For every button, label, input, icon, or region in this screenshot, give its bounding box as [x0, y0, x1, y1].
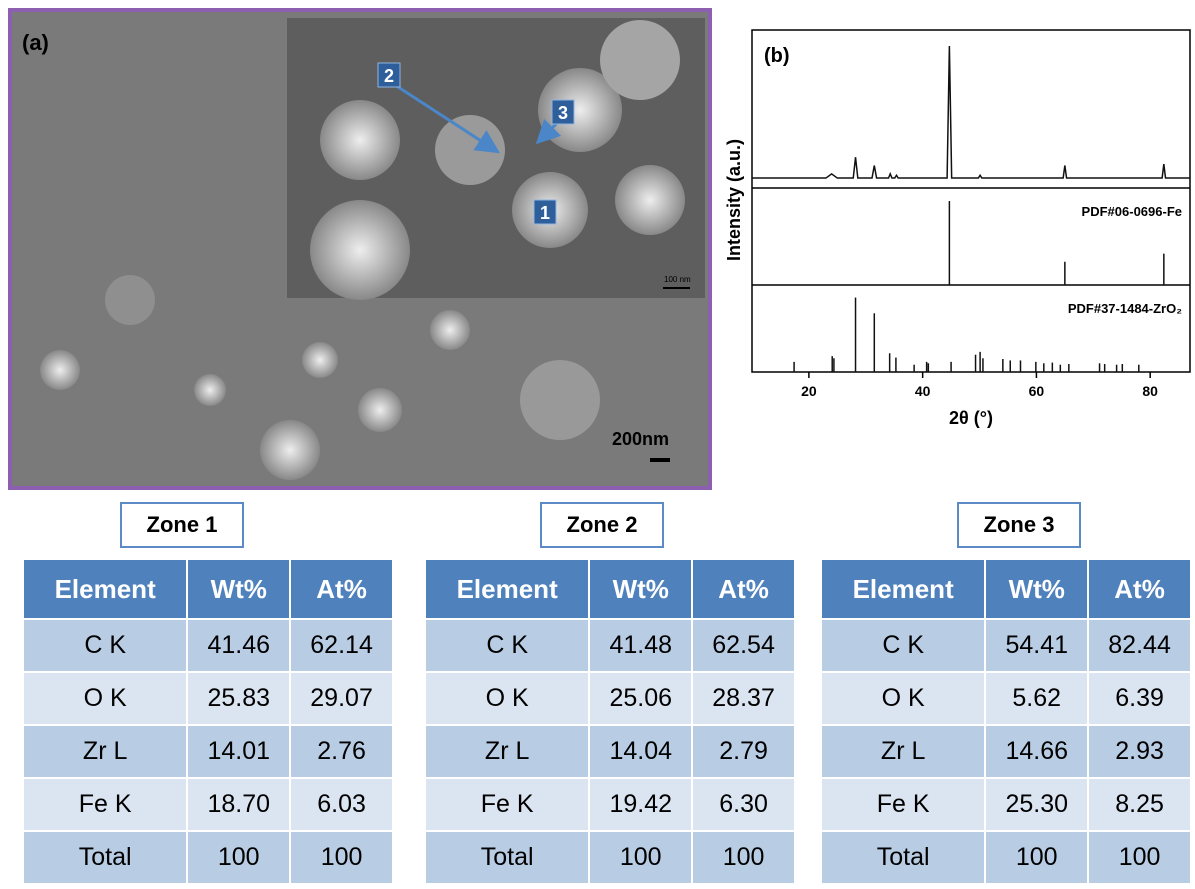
table-cell: 41.46 [187, 619, 290, 672]
reference-label: PDF#37-1484-ZrO₂ [1068, 301, 1182, 316]
table-cell: O K [425, 672, 589, 725]
table-cell: O K [23, 672, 187, 725]
table-cell: C K [23, 619, 187, 672]
table-cell: 100 [1088, 831, 1191, 884]
table-cell: Total [23, 831, 187, 884]
table-cell: 100 [290, 831, 393, 884]
table-cell: Fe K [23, 778, 187, 831]
zone-title: Zone 2 [540, 502, 664, 548]
table-cell: 14.01 [187, 725, 290, 778]
table-cell: Total [425, 831, 589, 884]
header-cell: Element [425, 559, 589, 619]
inset-scale-label: 100 nm [664, 275, 691, 284]
table-cell: 14.66 [985, 725, 1088, 778]
zone-title: Zone 3 [957, 502, 1081, 548]
table-cell: 2.93 [1088, 725, 1191, 778]
zone-title: Zone 1 [120, 502, 244, 548]
table-cell: 19.42 [589, 778, 692, 831]
figure: (a) 200nm 100 nm 1 2 3 (b) Intensity (a.u.) PDF#… [0, 0, 1195, 500]
table-cell: 2.76 [290, 725, 393, 778]
sem-image [10, 10, 710, 488]
x-tick-label: 60 [1029, 383, 1045, 399]
table-cell: 41.48 [589, 619, 692, 672]
table-cell: C K [425, 619, 589, 672]
header-cell: At% [290, 559, 393, 619]
table-cell: 18.70 [187, 778, 290, 831]
xrd-pattern [752, 46, 1190, 178]
table-cell: 25.30 [985, 778, 1088, 831]
header-cell: Element [821, 559, 985, 619]
table-cell: O K [821, 672, 985, 725]
page: (a) 200nm 100 nm 1 2 3 (b) Intensity (a.u.) PDF#… [0, 0, 1195, 889]
table-cell: Zr L [425, 725, 589, 778]
table-cell: 6.39 [1088, 672, 1191, 725]
table-cell: 8.25 [1088, 778, 1191, 831]
zone-marker: 3 [558, 103, 568, 123]
x-tick-label: 20 [801, 383, 817, 399]
table-cell: Total [821, 831, 985, 884]
panel-label: (a) [22, 30, 49, 55]
table-cell: 5.62 [985, 672, 1088, 725]
scale-bar-label: 200nm [612, 429, 669, 449]
table-cell: 54.41 [985, 619, 1088, 672]
plot-frame [752, 30, 1190, 372]
header-cell: At% [692, 559, 795, 619]
table-cell: 100 [187, 831, 290, 884]
table-cell: 14.04 [589, 725, 692, 778]
zone-marker: 1 [540, 203, 550, 223]
y-axis-label: Intensity (a.u.) [724, 139, 744, 261]
table-cell: 28.37 [692, 672, 795, 725]
zone-marker: 2 [384, 66, 394, 86]
header-cell: Wt% [985, 559, 1088, 619]
x-axis-label: 2θ (°) [949, 408, 993, 428]
table-cell: 2.79 [692, 725, 795, 778]
x-tick-label: 80 [1142, 383, 1158, 399]
reference-label: PDF#06-0696-Fe [1082, 204, 1182, 219]
table-cell: Fe K [821, 778, 985, 831]
panel-label: (b) [764, 45, 790, 67]
table-cell: 100 [692, 831, 795, 884]
header-cell: Wt% [187, 559, 290, 619]
table-cell: Zr L [821, 725, 985, 778]
table-cell: 25.83 [187, 672, 290, 725]
table-cell: 62.14 [290, 619, 393, 672]
table-cell: 62.54 [692, 619, 795, 672]
header-cell: At% [1088, 559, 1191, 619]
header-cell: Element [23, 559, 187, 619]
table-cell: Zr L [23, 725, 187, 778]
table-cell: 25.06 [589, 672, 692, 725]
table-cell: 100 [985, 831, 1088, 884]
table-cell: 6.03 [290, 778, 393, 831]
table-cell: 100 [589, 831, 692, 884]
header-cell: Wt% [589, 559, 692, 619]
table-cell: 82.44 [1088, 619, 1191, 672]
table-cell: Fe K [425, 778, 589, 831]
x-tick-label: 40 [915, 383, 931, 399]
table-cell: 6.30 [692, 778, 795, 831]
table-cell: C K [821, 619, 985, 672]
table-cell: 29.07 [290, 672, 393, 725]
